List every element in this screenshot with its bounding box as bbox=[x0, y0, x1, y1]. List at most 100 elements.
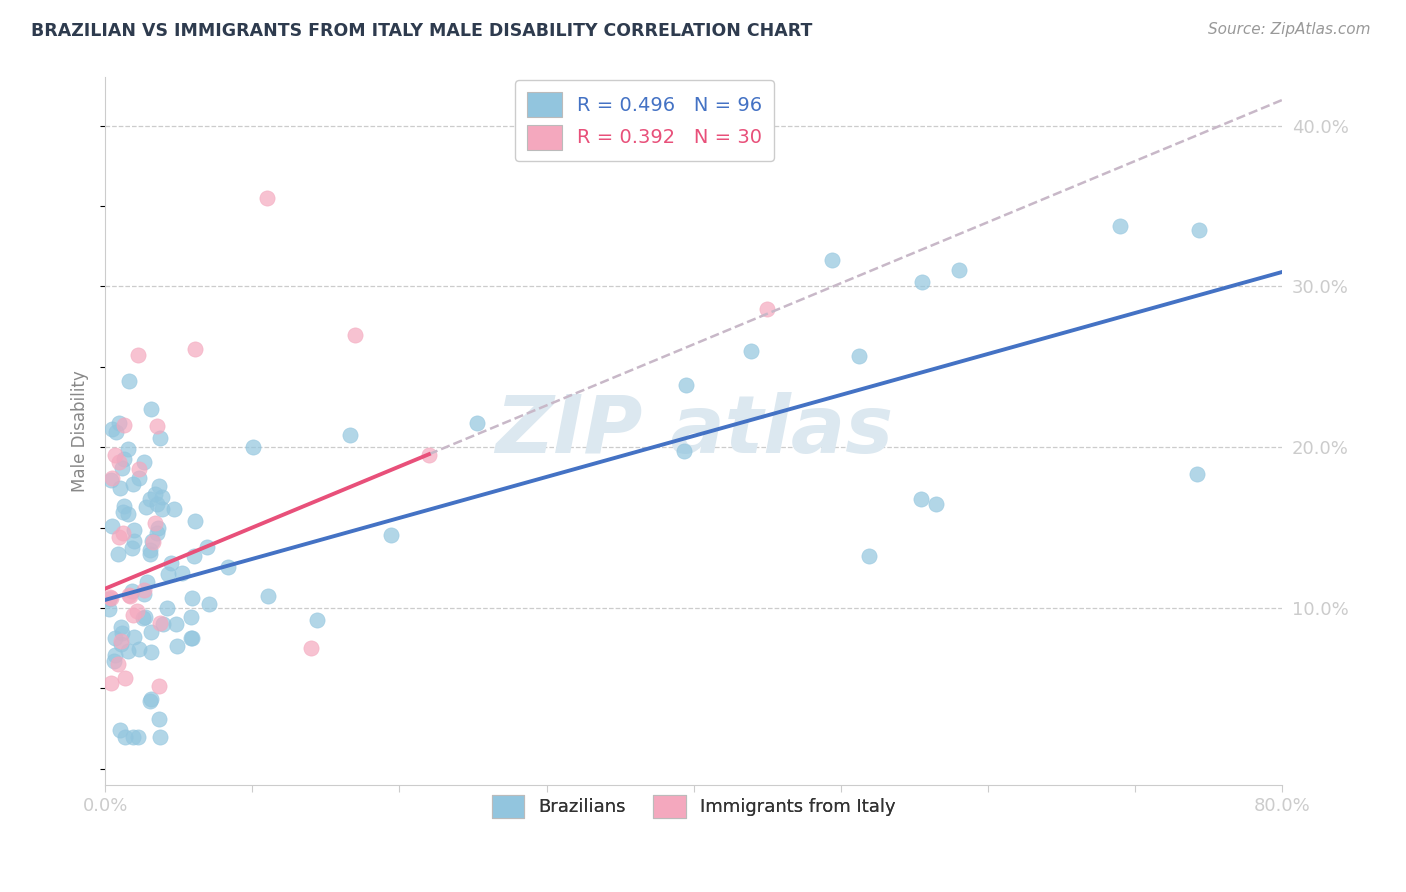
Point bbox=[121, 584, 143, 599]
Point bbox=[104, 631, 127, 645]
Point bbox=[183, 514, 205, 528]
Point bbox=[111, 626, 134, 640]
Point bbox=[344, 327, 367, 342]
Point bbox=[108, 455, 131, 469]
Y-axis label: Male Disability: Male Disability bbox=[72, 370, 89, 492]
Point bbox=[152, 617, 174, 632]
Point bbox=[138, 491, 160, 506]
Point bbox=[149, 431, 172, 445]
Point bbox=[134, 455, 156, 469]
Point bbox=[100, 591, 122, 606]
Point bbox=[148, 712, 170, 726]
Point bbox=[740, 343, 762, 358]
Point bbox=[145, 516, 167, 530]
Point bbox=[139, 401, 162, 416]
Point bbox=[135, 500, 157, 514]
Point bbox=[98, 592, 121, 607]
Point bbox=[163, 501, 186, 516]
Point bbox=[675, 377, 697, 392]
Point bbox=[183, 549, 205, 563]
Point bbox=[110, 723, 132, 738]
Point bbox=[103, 648, 125, 663]
Text: ZIP atlas: ZIP atlas bbox=[495, 392, 893, 470]
Point bbox=[159, 556, 181, 570]
Point bbox=[142, 535, 165, 549]
Point bbox=[121, 730, 143, 744]
Point bbox=[138, 547, 160, 561]
Point bbox=[299, 641, 322, 656]
Point bbox=[111, 526, 134, 541]
Point bbox=[122, 523, 145, 537]
Point bbox=[117, 507, 139, 521]
Point bbox=[132, 611, 155, 625]
Point bbox=[465, 416, 488, 430]
Point bbox=[101, 519, 124, 533]
Point bbox=[380, 528, 402, 542]
Point bbox=[107, 547, 129, 561]
Point bbox=[128, 642, 150, 657]
Point bbox=[139, 694, 162, 708]
Point bbox=[112, 418, 135, 433]
Point bbox=[217, 559, 239, 574]
Point bbox=[756, 301, 779, 316]
Point bbox=[143, 487, 166, 501]
Point bbox=[925, 497, 948, 511]
Point bbox=[122, 533, 145, 548]
Point bbox=[105, 425, 128, 439]
Point bbox=[97, 602, 120, 616]
Point bbox=[256, 589, 278, 603]
Point bbox=[150, 502, 173, 516]
Point bbox=[107, 530, 129, 544]
Point bbox=[141, 533, 163, 548]
Point bbox=[118, 589, 141, 603]
Point bbox=[156, 567, 179, 582]
Point bbox=[149, 615, 172, 630]
Point bbox=[180, 610, 202, 624]
Point bbox=[180, 591, 202, 606]
Point bbox=[110, 620, 132, 634]
Point bbox=[183, 342, 205, 356]
Point bbox=[136, 574, 159, 589]
Point bbox=[180, 631, 202, 645]
Point bbox=[256, 191, 278, 205]
Point bbox=[138, 542, 160, 557]
Point bbox=[118, 589, 141, 603]
Point bbox=[146, 419, 169, 434]
Point bbox=[114, 730, 136, 744]
Point bbox=[152, 490, 174, 504]
Point bbox=[910, 491, 932, 506]
Point bbox=[111, 461, 134, 475]
Point bbox=[148, 478, 170, 492]
Point bbox=[141, 645, 163, 659]
Point bbox=[166, 639, 188, 653]
Point bbox=[114, 671, 136, 685]
Point bbox=[112, 452, 135, 467]
Point bbox=[181, 631, 204, 645]
Point bbox=[1187, 467, 1209, 481]
Point bbox=[339, 428, 361, 442]
Point bbox=[112, 505, 135, 519]
Point bbox=[125, 605, 148, 619]
Point bbox=[1108, 219, 1130, 234]
Point bbox=[100, 471, 122, 485]
Point bbox=[100, 676, 122, 690]
Point bbox=[122, 630, 145, 644]
Point bbox=[121, 541, 143, 556]
Point bbox=[117, 643, 139, 657]
Point bbox=[108, 416, 131, 430]
Point bbox=[101, 422, 124, 436]
Point bbox=[103, 654, 125, 668]
Point bbox=[146, 526, 169, 541]
Point bbox=[1187, 223, 1209, 237]
Point bbox=[911, 275, 934, 289]
Point bbox=[848, 349, 870, 363]
Point bbox=[100, 473, 122, 487]
Point bbox=[858, 549, 880, 563]
Point bbox=[107, 657, 129, 672]
Point bbox=[146, 497, 169, 511]
Point bbox=[198, 597, 221, 611]
Point bbox=[170, 566, 193, 581]
Point bbox=[110, 634, 132, 648]
Point bbox=[117, 442, 139, 456]
Point bbox=[98, 590, 121, 604]
